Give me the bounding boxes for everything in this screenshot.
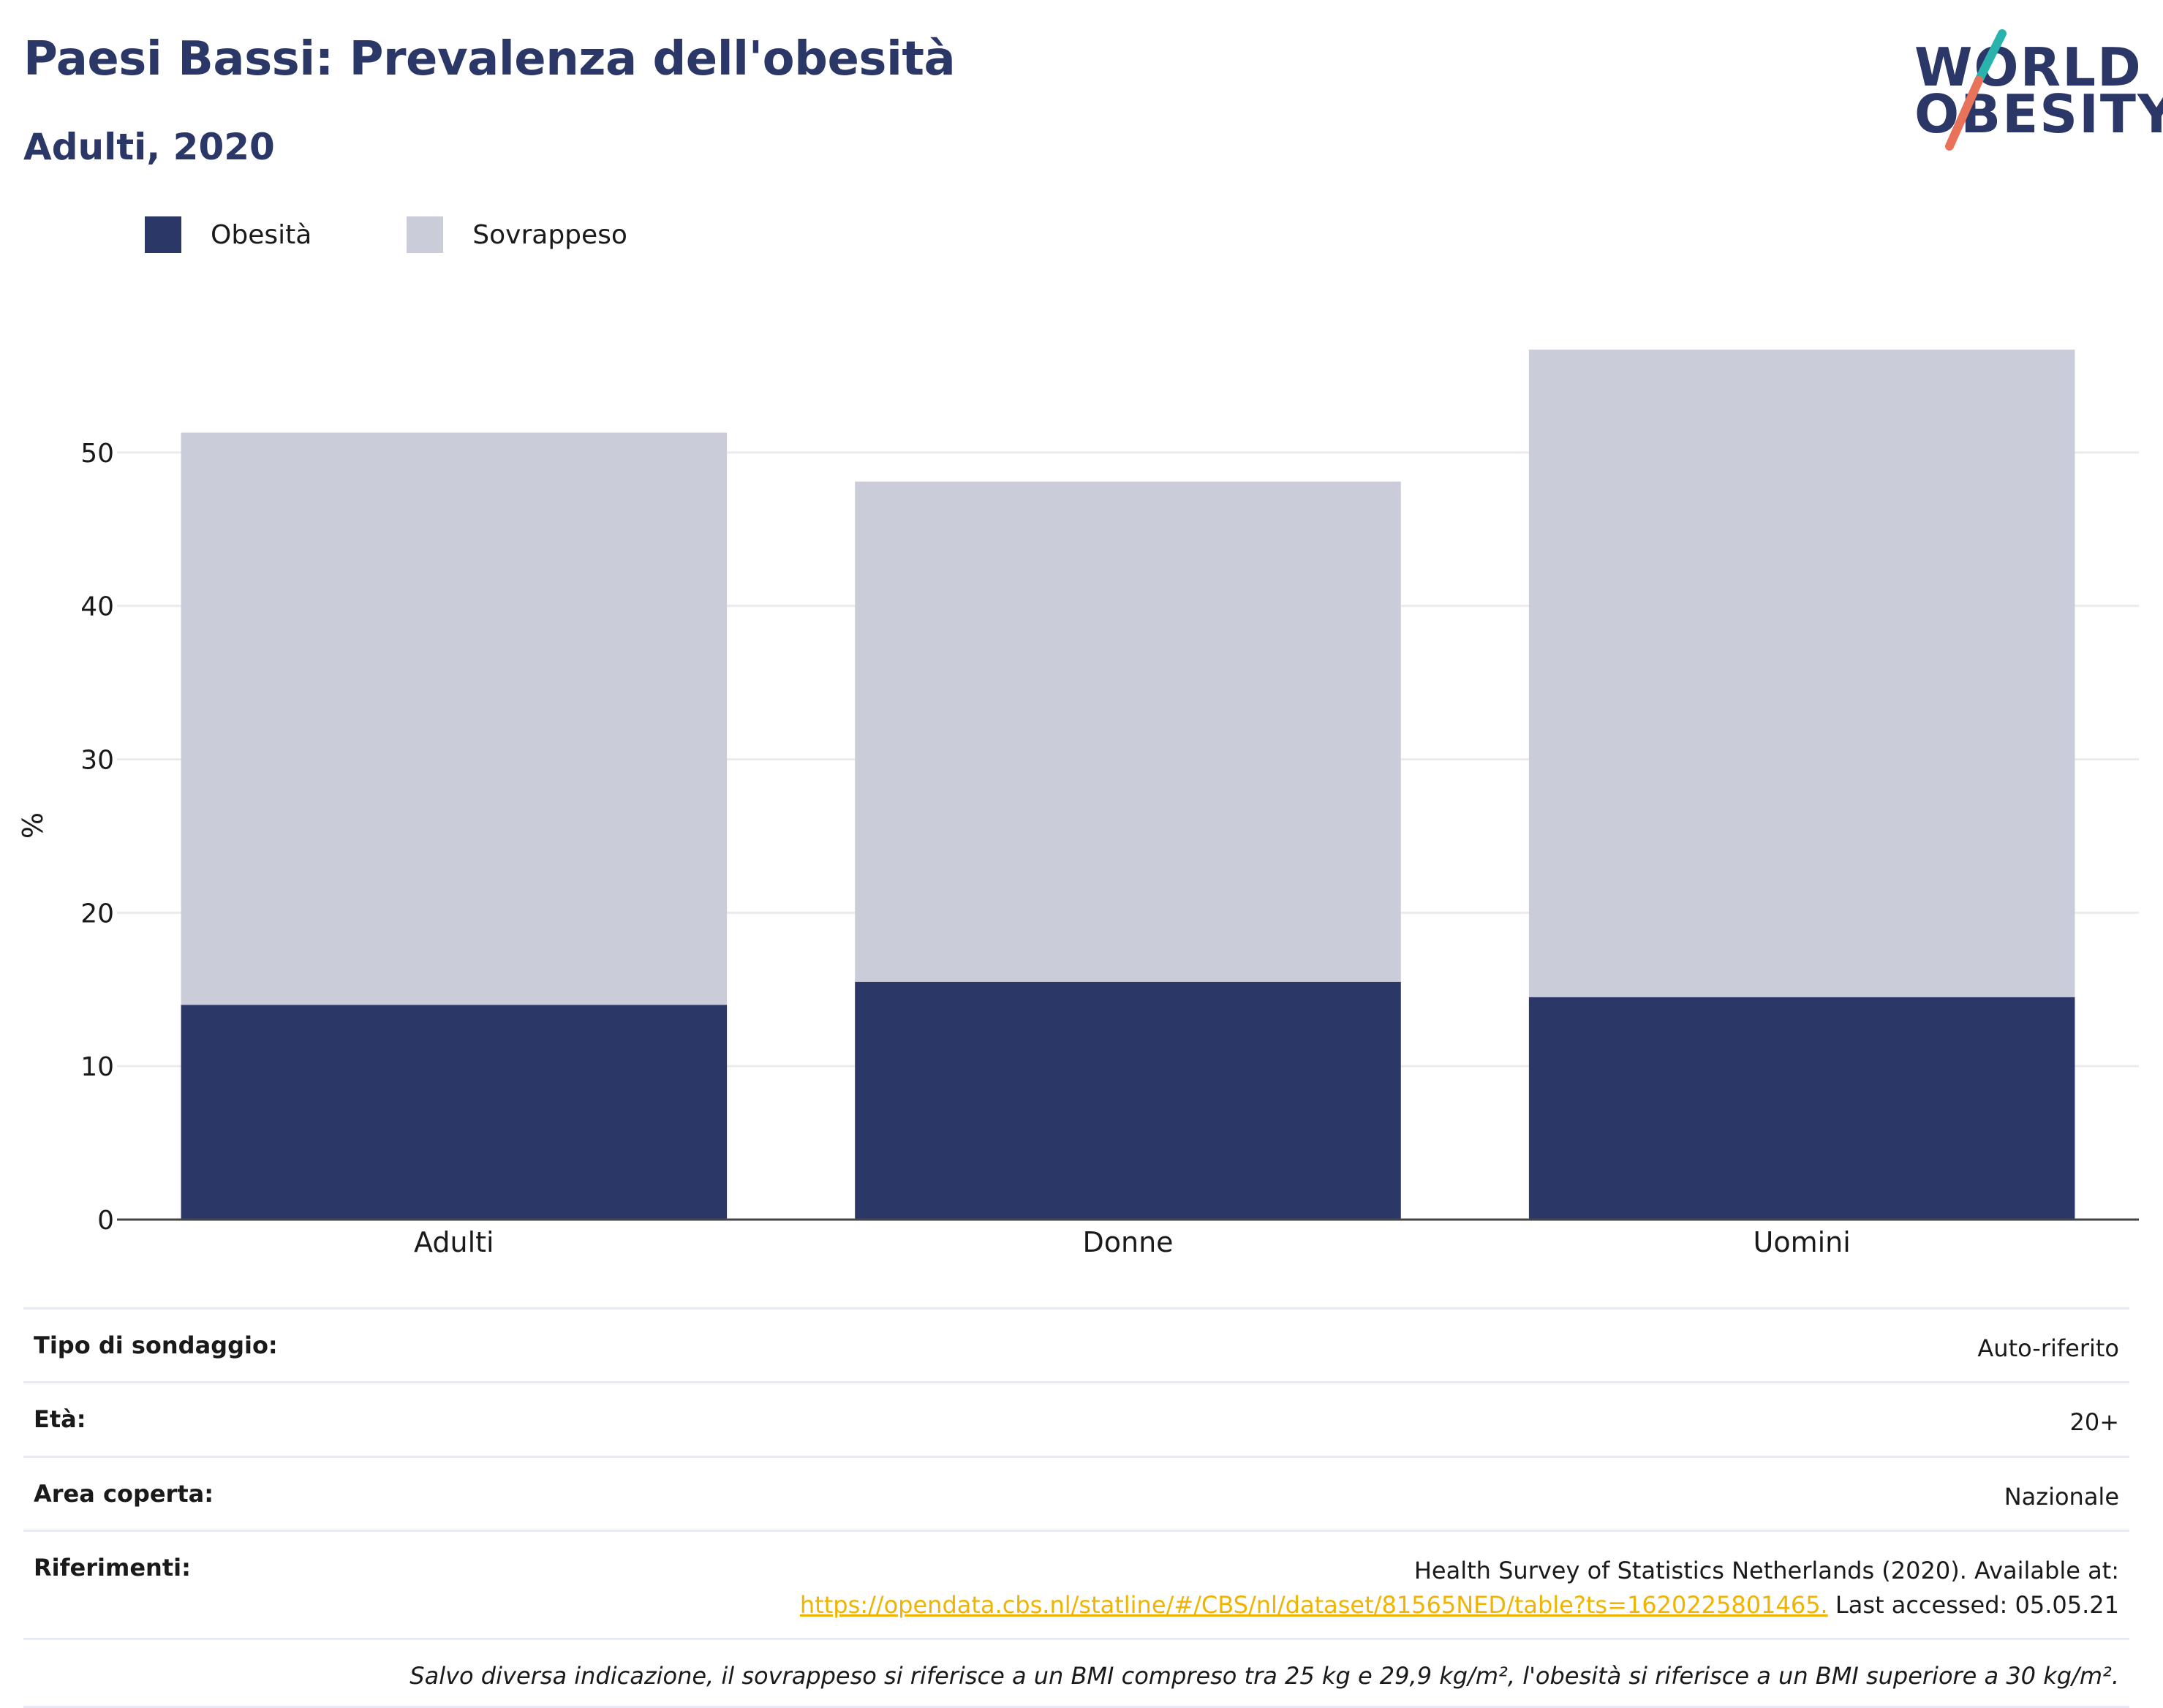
bar-donne-obesity (855, 981, 1401, 1220)
references-label: Riferimenti: (34, 1554, 191, 1582)
references-accessed: Last accessed: 05.05.21 (1835, 1590, 2119, 1619)
references-link[interactable]: https://opendata.cbs.nl/statline/#/CBS/n… (799, 1590, 1828, 1619)
legend-label-obesity: Obesità (211, 219, 312, 250)
x-tick-label-uomini: Uomini (1754, 1226, 1851, 1258)
legend-swatch-overweight (407, 216, 444, 253)
info-row-age: Età: 20+ (23, 1381, 2129, 1455)
info-row-area: Area coperta: Nazionale (23, 1455, 2129, 1530)
references-text: Health Survey of Statistics Netherlands … (1413, 1557, 2119, 1585)
info-row-note: Salvo diversa indicazione, il sovrappeso… (23, 1637, 2129, 1708)
bar-donne-overweight (855, 481, 1401, 982)
logo-slash-coral (1945, 76, 1983, 151)
y-tick-label-0: 0 (97, 1206, 114, 1236)
age-value: 20+ (2069, 1408, 2119, 1437)
bar-adulti-obesity (181, 1005, 728, 1220)
world-obesity-logo: WORLD OBESITY (1907, 22, 2163, 154)
y-tick-label-40: 40 (80, 592, 114, 622)
y-tick-label-10: 10 (80, 1052, 114, 1082)
x-tick-label-adulti: Adulti (414, 1226, 494, 1258)
bar-uomini-obesity (1528, 997, 2075, 1220)
logo-word-world: WORLD (1914, 37, 2143, 98)
y-tick-label-20: 20 (80, 899, 114, 929)
info-row-survey-type: Tipo di sondaggio: Auto-riferito (23, 1307, 2129, 1381)
bar-adulti-overweight (181, 432, 728, 1005)
survey-type-label: Tipo di sondaggio: (34, 1331, 278, 1359)
stacked-bar-chart: 0 10 20 30 40 50% Adulti Donne Uomini (17, 349, 2139, 1258)
logo-slash-icon (1945, 29, 2007, 151)
y-axis-title: % (17, 812, 49, 839)
legend-item-obesity[interactable]: Obesità (145, 216, 312, 253)
area-value: Nazionale (2004, 1482, 2119, 1511)
chart-subtitle: Adulti, 2020 (23, 126, 275, 168)
definition-note: Salvo diversa indicazione, il sovrappeso… (409, 1661, 2119, 1690)
age-label: Età: (34, 1405, 86, 1434)
chart-legend: Obesità Sovrappeso (145, 216, 722, 253)
x-tick-label-donne: Donne (1082, 1226, 1173, 1258)
bar-uomini-overweight (1528, 349, 2075, 997)
y-tick-label-50: 50 (80, 439, 114, 469)
survey-type-value: Auto-riferito (1977, 1334, 2119, 1362)
chart-title: Paesi Bassi: Prevalenza dell'obesità (23, 32, 956, 86)
info-table: Tipo di sondaggio: Auto-riferito Età: 20… (23, 1307, 2129, 1708)
legend-label-overweight: Sovrappeso (472, 219, 627, 250)
logo-slash-teal (1974, 29, 2007, 85)
legend-item-overweight[interactable]: Sovrappeso (407, 216, 627, 253)
area-label: Area coperta: (34, 1479, 214, 1508)
legend-swatch-obesity (145, 216, 181, 253)
y-tick-label-30: 30 (80, 746, 114, 776)
info-row-references: Riferimenti: Health Survey of Statistics… (23, 1530, 2129, 1638)
references-value: Health Survey of Statistics Netherlands … (800, 1554, 2119, 1622)
